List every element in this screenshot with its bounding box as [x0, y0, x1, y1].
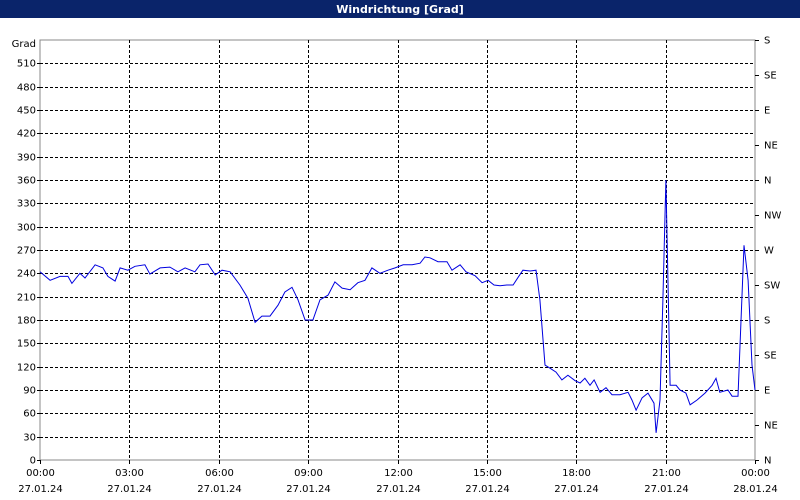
x-tick-date: 27.01.24 [107, 484, 152, 495]
x-tick-date: 27.01.24 [376, 484, 421, 495]
y-tick-label: 390 [17, 153, 36, 164]
y-axis-label: Grad [12, 39, 36, 50]
y2-tick-label: SE [764, 71, 777, 82]
x-tick-label: 15:00 [473, 468, 502, 479]
x-tick-date: 27.01.24 [465, 484, 510, 495]
y-tick-label: 360 [17, 176, 36, 187]
y-tick-label: 180 [17, 316, 36, 327]
x-tick-label: 06:00 [205, 468, 234, 479]
y-tick-label: 420 [17, 129, 36, 140]
x-tick-date: 27.01.24 [644, 484, 689, 495]
y2-tick-label: S [764, 36, 770, 47]
x-tick-label: 09:00 [294, 468, 323, 479]
y2-tick-label: NE [764, 421, 778, 432]
y2-tick-label: NW [764, 211, 781, 222]
y-tick-label: 450 [17, 106, 36, 117]
y2-tick-label: N [764, 456, 771, 467]
y-tick-label: 270 [17, 246, 36, 257]
y-tick-label: 30 [23, 433, 36, 444]
y-tick-label: 510 [17, 59, 36, 70]
y2-tick-label: N [764, 176, 771, 187]
y2-tick-label: S [764, 316, 770, 327]
y2-tick-label: E [764, 386, 770, 397]
x-tick-label: 18:00 [562, 468, 591, 479]
chart-title: Windrichtung [Grad] [336, 3, 464, 16]
y-tick-label: 240 [17, 269, 36, 280]
y-tick-label: 120 [17, 363, 36, 374]
x-tick-date: 27.01.24 [286, 484, 331, 495]
y-tick-label: 90 [23, 386, 36, 397]
data-line [39, 179, 756, 433]
y2-tick-label: SW [764, 281, 780, 292]
title-bar [0, 0, 800, 18]
y-tick-label: 150 [17, 339, 36, 350]
y2-tick-label: W [764, 246, 774, 257]
y2-tick-label: NE [764, 141, 778, 152]
y-tick-label: 0 [30, 456, 36, 467]
x-tick-label: 03:00 [115, 468, 144, 479]
y-tick-label: 60 [23, 409, 36, 420]
y2-tick-label: SE [764, 351, 777, 362]
x-tick-date: 27.01.24 [197, 484, 242, 495]
y-tick-label: 210 [17, 293, 36, 304]
x-tick-date: 27.01.24 [554, 484, 599, 495]
x-tick-label: 00:00 [26, 468, 55, 479]
x-tick-date: 27.01.24 [18, 484, 63, 495]
y-tick-label: 300 [17, 223, 36, 234]
x-tick-label: 00:00 [741, 468, 770, 479]
x-tick-date: 28.01.24 [733, 484, 778, 495]
x-tick-label: 12:00 [384, 468, 413, 479]
y-tick-label: 480 [17, 83, 36, 94]
x-tick-label: 21:00 [652, 468, 681, 479]
y-tick-label: 330 [17, 199, 36, 210]
y2-tick-label: E [764, 106, 770, 117]
